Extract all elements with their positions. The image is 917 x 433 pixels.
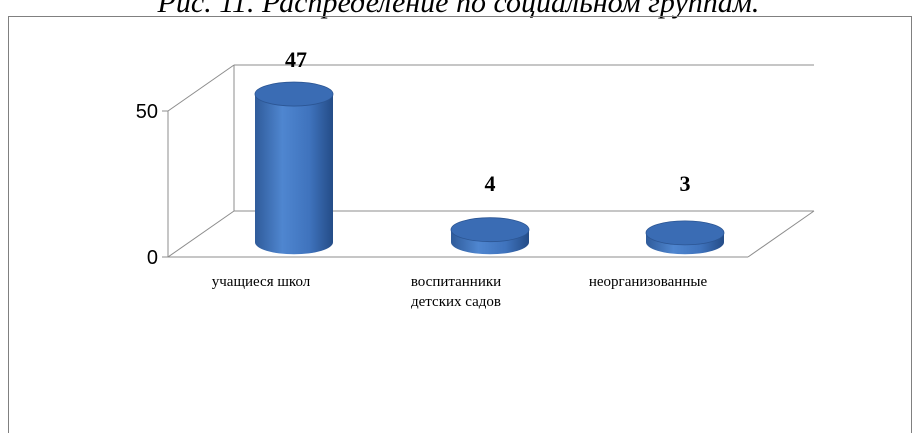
- y-tick-label: 0: [147, 247, 158, 269]
- data-label: 4: [485, 171, 496, 196]
- bar-top: [450, 217, 530, 243]
- chart-frame-left: [8, 16, 9, 433]
- chart-bars: [254, 81, 725, 255]
- gridline-side: [167, 210, 235, 258]
- bar-body: [255, 94, 333, 255]
- bar-top: [645, 220, 725, 246]
- x-tick-label: учащиеся школ: [212, 274, 311, 290]
- data-label: 47: [285, 47, 307, 72]
- data-label: 3: [680, 171, 691, 196]
- chart-axes: [162, 64, 815, 258]
- floor-right-edge: [747, 210, 815, 258]
- chart-labels: 0 50 47 4 3 учащиеся школ воспитанники детских …: [136, 47, 708, 310]
- chart-frame-top: [8, 16, 912, 17]
- bar-top: [254, 81, 334, 107]
- x-tick-label: неорганизованные: [589, 274, 708, 290]
- figure-caption: Рис. 11. Распределение по социальном гру…: [157, 0, 760, 19]
- gridline-side: [167, 64, 235, 112]
- bar-0: [254, 81, 334, 255]
- bar-2: [645, 220, 725, 255]
- x-tick-label: воспитанники детских садов: [411, 274, 501, 310]
- chart-frame-right: [911, 16, 912, 433]
- bar-1: [450, 217, 530, 255]
- y-tick-label: 50: [136, 101, 158, 123]
